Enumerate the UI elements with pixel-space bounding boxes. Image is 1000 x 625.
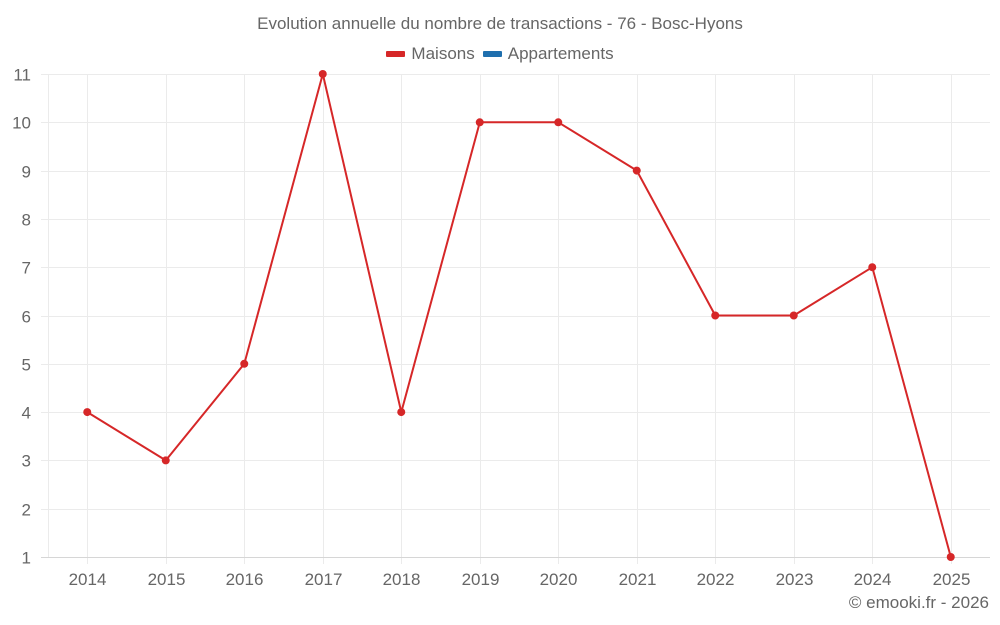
x-tick-label: 2023: [776, 570, 814, 589]
data-point-marker: [711, 311, 720, 320]
legend-swatch-maisons-icon: [386, 51, 406, 57]
y-tick-label: 4: [22, 404, 31, 423]
legend-label-maisons: Maisons: [411, 44, 475, 63]
chart-title: Evolution annuelle du nombre de transact…: [257, 14, 743, 33]
y-tick-label: 6: [22, 308, 31, 327]
credit-text: © emooki.fr - 2026: [848, 593, 989, 612]
data-point-marker: [946, 553, 955, 561]
data-point-marker: [789, 311, 798, 320]
x-tick-label: 2020: [540, 570, 578, 589]
data-point-marker: [475, 118, 484, 127]
x-tick-label: 2014: [69, 570, 107, 589]
x-tick-label: 2024: [854, 570, 892, 589]
y-tick-label: 5: [22, 356, 31, 375]
x-tick-label: 2017: [305, 570, 343, 589]
x-tick-label: 2021: [619, 570, 657, 589]
x-tick-label: 2019: [462, 570, 500, 589]
series-line: [86, 73, 952, 558]
data-point-marker: [83, 408, 92, 417]
y-tick-label: 11: [13, 66, 31, 85]
data-point-marker: [161, 456, 170, 465]
data-point-marker: [397, 408, 406, 417]
y-axis: 1 2 3 4 5 6 7 8 9 10 11: [12, 66, 31, 568]
y-tick-label: 9: [22, 163, 31, 182]
x-tick-label: 2022: [697, 570, 735, 589]
x-tick-label: 2018: [383, 570, 421, 589]
legend-swatch-appartements-icon: [482, 51, 502, 57]
legend-item-maisons[interactable]: Maisons: [386, 44, 475, 64]
data-point-marker: [632, 166, 641, 175]
data-point-marker: [240, 359, 249, 368]
x-tick-label: 2015: [148, 570, 186, 589]
y-tick-label: 8: [22, 211, 31, 230]
y-tick-label: 2: [22, 501, 31, 520]
y-tick-label: 7: [22, 259, 31, 278]
legend-label-appartements: Appartements: [507, 44, 614, 63]
x-axis: 2014 2015 2016 2017 2018 2019 2020 2021 2022 2023…: [41, 557, 990, 589]
data-point-marker: [318, 70, 327, 78]
series-maisons: [83, 70, 955, 561]
legend-item-appartements[interactable]: Appartements: [482, 44, 614, 64]
data-point-marker: [554, 118, 563, 127]
data-point-marker: [868, 263, 877, 272]
chart-legend: Maisons Appartements: [0, 44, 1000, 64]
grid-lines: [41, 74, 990, 564]
x-tick-label: 2025: [933, 570, 971, 589]
y-tick-label: 3: [22, 452, 31, 471]
x-tick-label: 2016: [226, 570, 264, 589]
y-tick-label: 10: [12, 114, 31, 133]
y-tick-label: 1: [22, 549, 31, 568]
